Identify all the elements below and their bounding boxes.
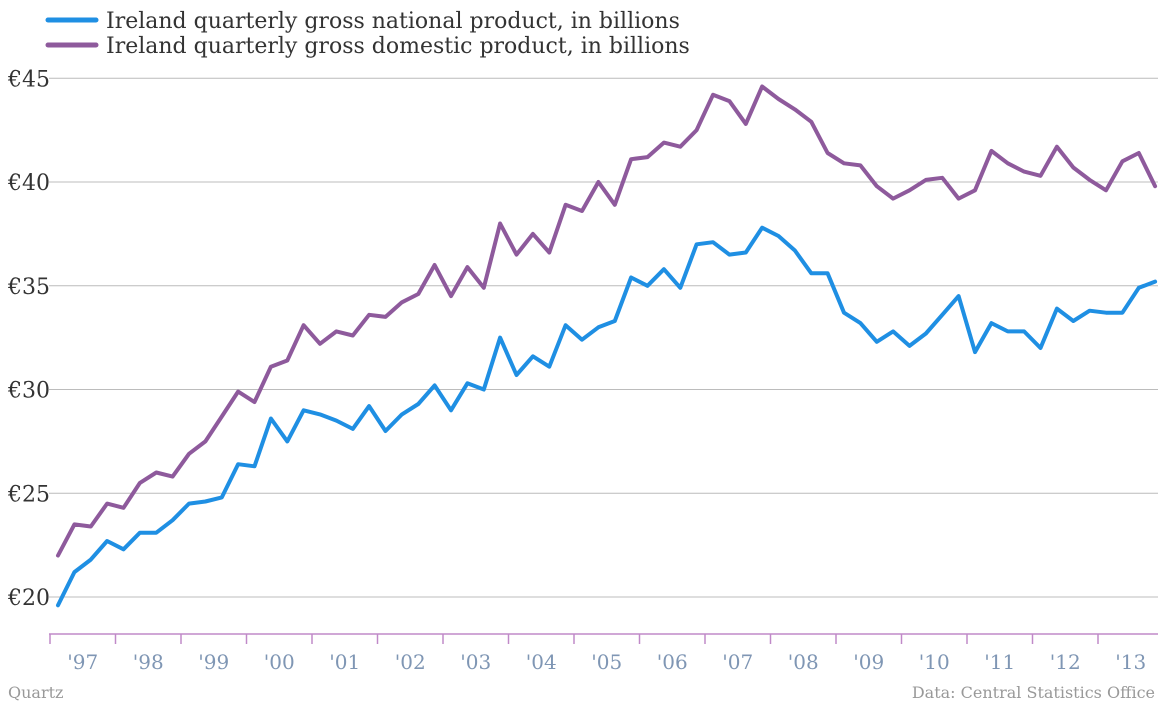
legend: Ireland quarterly gross national product…	[45, 9, 690, 59]
y-tick-label: €40	[7, 171, 50, 196]
x-tick-label: '08	[788, 650, 819, 674]
y-tick-label: €45	[7, 67, 50, 92]
x-tick-label: '04	[526, 650, 557, 674]
legend-label-gdp: Ireland quarterly gross domestic product…	[106, 34, 690, 59]
x-tick-label: '12	[1050, 650, 1081, 674]
x-tick-label: '02	[395, 650, 426, 674]
x-tick-label: '11	[984, 650, 1015, 674]
y-tick-label: €20	[7, 586, 50, 611]
y-tick-label: €25	[7, 482, 50, 507]
x-tick-label: '10	[919, 650, 950, 674]
legend-label-gnp: Ireland quarterly gross national product…	[106, 9, 680, 34]
y-axis-tick-labels: €20 €25 €30 €35 €40 €45	[7, 67, 50, 611]
y-tick-label: €30	[7, 379, 50, 404]
x-tick-label: '06	[657, 650, 688, 674]
x-tick-label: '03	[460, 650, 491, 674]
x-tick-label: '13	[1115, 650, 1146, 674]
x-tick-label: '00	[264, 650, 295, 674]
x-tick-label: '97	[67, 650, 98, 674]
x-tick-label: '09	[853, 650, 884, 674]
series-line-gnp	[56, 225, 1158, 608]
x-tick-label: '01	[329, 650, 360, 674]
series-lines	[56, 84, 1158, 608]
x-tick-label: '99	[198, 650, 229, 674]
x-tick-label: '05	[591, 650, 622, 674]
grid-lines	[49, 77, 1158, 598]
series-line-gdp	[56, 84, 1158, 558]
footer-credit: Data: Central Statistics Office	[912, 683, 1155, 702]
footer-source: Quartz	[8, 683, 63, 702]
x-tick-label: '98	[133, 650, 164, 674]
x-axis: '97 '98 '99 '00 '01 '02 '03 '04 '05 '06 '07 '08 '09 '…	[49, 633, 1158, 674]
x-tick-label: '07	[722, 650, 753, 674]
y-tick-label: €35	[7, 275, 50, 300]
